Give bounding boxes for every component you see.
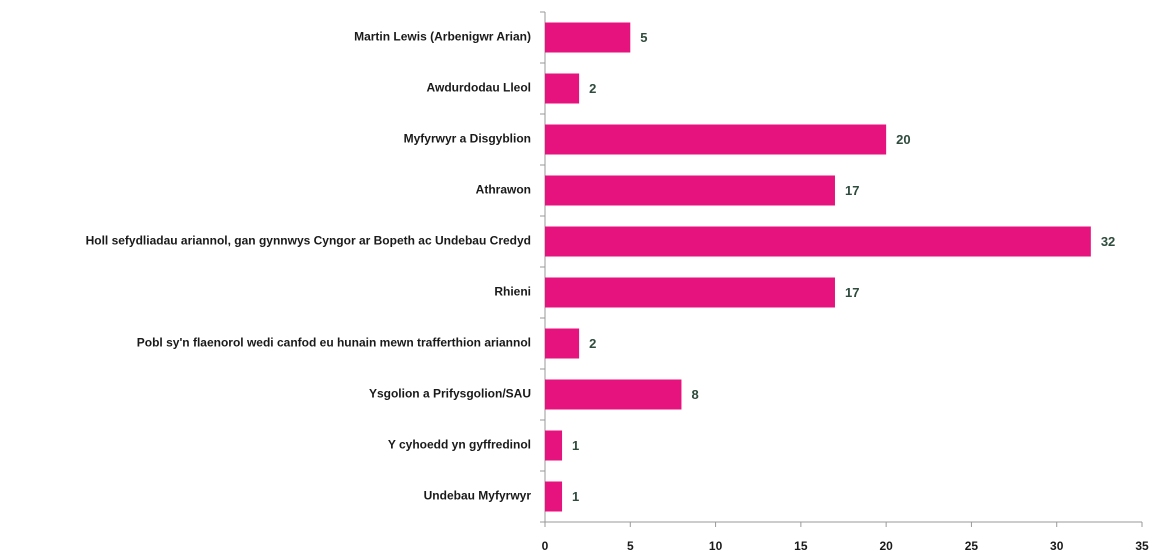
x-tick-label: 25: [965, 539, 979, 553]
bar: [545, 73, 580, 104]
value-label: 5: [640, 30, 647, 45]
bar: [545, 277, 835, 308]
value-label: 20: [896, 132, 910, 147]
x-tick-label: 20: [879, 539, 893, 553]
y-tick-label: Holl sefydliadau ariannol, gan gynnwys C…: [86, 234, 531, 248]
value-label: 32: [1101, 234, 1115, 249]
value-label: 2: [589, 336, 596, 351]
value-label: 2: [589, 81, 596, 96]
bar: [545, 379, 682, 410]
y-tick-label: Awdurdodau Lleol: [427, 81, 531, 95]
bar: [545, 22, 631, 53]
bar: [545, 430, 563, 461]
bar: [545, 481, 563, 512]
y-tick-label: Y cyhoedd yn gyffredinol: [388, 438, 531, 452]
value-label: 1: [572, 438, 579, 453]
value-label: 17: [845, 285, 859, 300]
y-tick-label: Pobl sy'n flaenorol wedi canfod eu hunai…: [137, 336, 531, 350]
y-tick-label: Myfyrwyr a Disgyblion: [404, 132, 531, 146]
bar: [545, 328, 580, 359]
bar: [545, 226, 1091, 257]
y-tick-label: Ysgolion a Prifysgolion/SAU: [369, 387, 531, 401]
x-tick-label: 0: [542, 539, 549, 553]
x-tick-label: 5: [627, 539, 634, 553]
value-label: 17: [845, 183, 859, 198]
y-tick-label: Rhieni: [494, 285, 531, 299]
x-tick-label: 30: [1050, 539, 1064, 553]
y-tick-label: Undebau Myfyrwyr: [424, 489, 532, 503]
value-label: 8: [691, 387, 698, 402]
x-tick-label: 15: [794, 539, 808, 553]
x-tick-label: 35: [1135, 539, 1149, 553]
y-tick-label: Martin Lewis (Arbenigwr Arian): [354, 30, 531, 44]
y-tick-label: Athrawon: [476, 183, 531, 197]
bar: [545, 175, 835, 206]
value-label: 1: [572, 489, 579, 504]
x-tick-label: 10: [709, 539, 723, 553]
bar: [545, 124, 887, 155]
